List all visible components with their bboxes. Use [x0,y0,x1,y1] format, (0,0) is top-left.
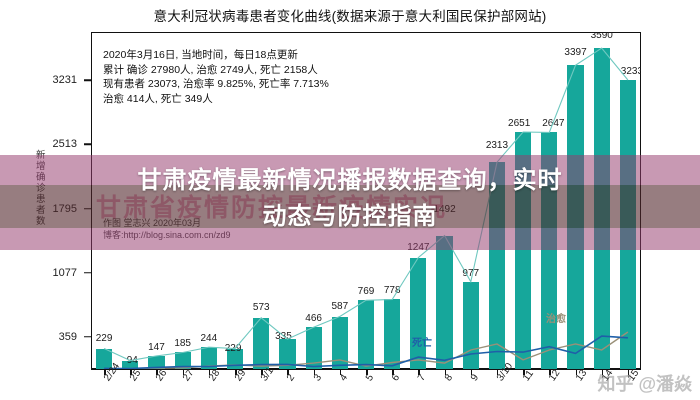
bar [122,360,139,369]
bar-value-label: 2651 [508,118,531,130]
x-axis-tick-mark [208,370,211,375]
x-axis-tick-mark [313,370,316,375]
x-axis-tick-mark [287,370,289,375]
y-axis-tick-label: 1077 [52,266,77,279]
bar [462,281,479,369]
zhihu-watermark: 知乎 @潘焱 [597,374,692,394]
bar-series: 2299414718524422957333546658776977812471… [91,32,641,369]
bar [279,339,296,369]
bar [410,257,427,369]
x-axis-tick-label: 5 [364,372,377,384]
x-axis-line [91,368,641,370]
x-axis-tick-mark [392,370,394,375]
bar-value-label: 229 [95,332,113,344]
bar-value-label: 185 [174,338,191,350]
bar-top-connector-line [104,48,628,361]
y-axis-tick-label: 359 [58,330,77,343]
bar [436,235,453,369]
x-axis-tick-mark [470,370,473,375]
x-axis-tick-mark [627,370,630,375]
x-axis-tick-mark [496,370,499,375]
bar-value-label: 3233 [620,66,641,77]
cured-line [104,332,628,369]
overlay-headline-line-1: 甘肃疫情最新情况播报数据查询，实时 [137,167,563,194]
overlay-headline: 甘肃疫情最新情况播报数据查询，实时 动态与防控指南 [0,163,700,235]
y-axis-tick-label: 3231 [52,74,77,87]
x-axis-tick-mark [235,370,237,375]
x-axis-tick-mark [418,370,420,375]
bar-value-label: 977 [462,267,480,279]
bar [357,300,375,369]
bar [331,316,348,369]
x-axis-tick-mark [339,370,342,375]
bar-value-label: 587 [331,300,349,312]
x-axis-tick-mark [575,370,578,375]
bar [384,299,401,369]
bar-value-label: 147 [148,341,165,353]
bar [174,352,191,369]
bar [148,355,165,369]
y-axis-tick-mark [84,79,91,81]
bar [226,348,244,369]
x-axis-tick-label: 4 [337,372,350,384]
x-axis-tick-label: 3 [311,372,324,384]
y-axis-tick-label: 2513 [52,138,77,151]
x-axis-tick-mark [182,370,185,375]
x-axis-tick-label: 6 [390,372,403,384]
chart-title: 意大利冠状病毒患者变化曲线(数据来源于意大利国民保护部网站) [153,9,547,24]
x-axis-tick-mark [130,370,132,375]
bar [200,347,217,369]
series-label-death: 死亡 [412,338,432,349]
series-label-cured: 治愈 [546,314,566,325]
y-axis-tick-mark [84,271,91,274]
x-axis-tick-label: 2 [285,372,298,384]
line-series [91,32,641,369]
x-axis-tick-mark [104,370,106,375]
x-axis-tick-label: 7 [416,372,429,384]
x-axis-tick-mark [366,370,368,375]
bar-value-label: 573 [252,301,270,313]
bar-value-label: 466 [305,313,322,325]
bar-value-label: 778 [383,285,401,297]
annotation-line-4: 治愈 414人, 死亡 349人 [103,92,213,105]
bar-value-label: 2313 [485,140,509,152]
bar-value-label: 2647 [542,118,565,130]
x-axis-tick-mark [156,370,158,375]
bar-value-label: 769 [357,286,375,298]
overlay-band-top [0,155,700,185]
x-axis-tick-mark [601,370,604,375]
x-axis-tick-mark [549,370,551,375]
bar [95,348,113,369]
y-axis-tick-mark [84,143,91,146]
bar-value-label: 3397 [564,47,587,59]
x-axis-tick-mark [261,370,263,375]
annotation-block: 2020年3月16日, 当地时间，每日18点更新 累计 确诊 27980人, 治… [103,48,329,106]
x-axis: 2/24 25 26 27 28 29 3/1 2 3 4 5 6 7 8 9 3/10 11 12 13 14 15 [91,361,641,400]
bar-value-label: 3590 [590,32,613,42]
y-axis-tick-mark [84,336,91,338]
death-line [104,336,628,369]
bar [305,327,322,369]
overlay-headline-line-2: 动态与防控指南 [262,203,438,230]
annotation-line-1: 2020年3月16日, 当地时间，每日18点更新 [103,49,298,61]
x-axis-tick-label: 9 [468,372,481,384]
overlay-band-middle [0,185,700,228]
bar-value-label: 244 [200,333,218,345]
annotation-line-2: 累计 确诊 27980人, 治愈 2749人, 死亡 2158人 [103,63,318,76]
overlay-band-bottom [0,228,700,250]
x-axis-tick-label: 8 [442,372,455,384]
bar [253,317,270,369]
x-axis-tick-mark [523,370,525,375]
annotation-line-3: 现有患者 23073, 治愈率 9.825%, 死亡率 7.713% [103,78,329,90]
x-axis-tick-mark [444,370,447,375]
